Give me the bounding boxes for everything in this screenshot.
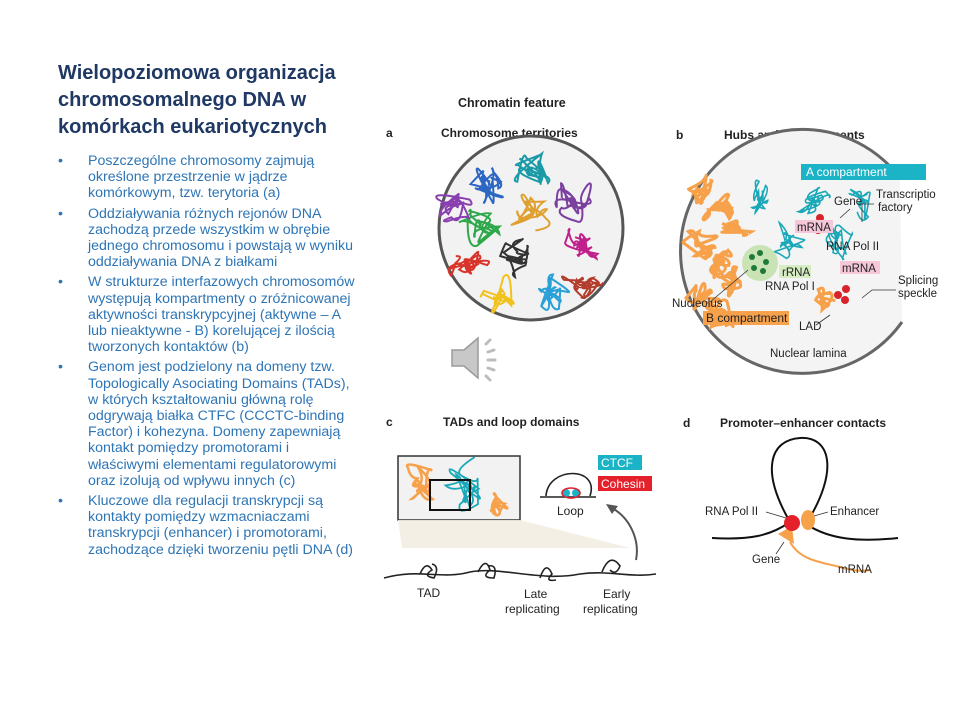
figure-header: Chromatin feature (458, 96, 566, 110)
d-gene-label: Gene (752, 554, 780, 566)
nucleolus-label: Nucleolus (672, 298, 723, 310)
a-compartment-label-bg (801, 164, 926, 180)
speckle-label: speckle (898, 288, 937, 300)
panel-c-title: TADs and loop domains (443, 415, 580, 429)
bullet-marker: • (58, 493, 63, 510)
panel-d-letter: d (683, 416, 690, 430)
mrna-left-label: mRNA (797, 222, 831, 234)
factory-label: factory (878, 202, 913, 214)
bullet-item: • Kluczowe dla regulacji transkrypcji są … (58, 493, 358, 558)
bullet-item: • W strukturze interfazowych chromosomów … (58, 274, 358, 355)
zoom-selection (429, 479, 471, 511)
transcription-label: Transcriptio (876, 189, 936, 201)
d-rna-pol-ii-label: RNA Pol II (705, 506, 758, 518)
bullet-marker: • (58, 274, 63, 291)
b-compartment-label-bg (703, 311, 789, 325)
late-label-1: Late (524, 587, 548, 601)
rrna-label: rRNA (782, 267, 810, 279)
slide-title: Wielopoziomowa organizacja chromosomalne… (58, 62, 336, 138)
ctcf-label-bg (598, 455, 642, 470)
bullet-marker: • (58, 205, 63, 222)
bullet-item: • Genom jest podzielony na domeny tzw. To… (58, 359, 358, 489)
bullet-text: Oddziaływania różnych rejonów DNA zachod… (88, 205, 353, 271)
panel-d-title: Promoter–enhancer contacts (720, 416, 886, 430)
nuclear-lamina-label: Nuclear lamina (770, 348, 847, 360)
dna-loop (711, 436, 899, 541)
bullet-marker: • (58, 359, 63, 376)
bullet-item: • Poszczególne chromosomy zajmują określo… (58, 153, 358, 202)
early-label-2: replicating (583, 602, 638, 616)
early-label-1: Early (603, 587, 630, 601)
panel-c: c TADs and loop domains CTCF Cohesin Loo… (383, 415, 657, 616)
tad-fiber (383, 569, 657, 579)
panel-b: b Hubs and compartments A compartment B … (672, 127, 938, 375)
splicing-label: Splicing (898, 275, 938, 287)
panel-d: d Promoter–enhancer contacts RNA Pol II … (683, 416, 899, 576)
gene-label: Gene (834, 196, 862, 208)
enhancer-blob (801, 510, 815, 530)
chromatin-figure: Chromatin feature a Chromosome territori… (383, 96, 938, 616)
mrna-strand (789, 541, 871, 572)
cohesin-label-bg (598, 476, 652, 491)
bullet-text: Genom jest podzielony na domeny tzw. Top… (88, 359, 350, 489)
panel-c-letter: c (386, 415, 393, 429)
d-mrna-label: mRNA (838, 564, 872, 576)
d-enhancer-label: Enhancer (830, 506, 879, 518)
bullet-item: • Oddziaływania różnych rejonów DNA zacho… (58, 206, 358, 271)
ctcf-label: CTCF (601, 456, 633, 470)
lad-label: LAD (799, 321, 821, 333)
loop-label: Loop (557, 504, 584, 518)
panel-a-letter: a (386, 126, 393, 140)
tad-label: TAD (417, 586, 440, 600)
panel-a: a Chromosome territories (386, 126, 625, 322)
loop-arrow (611, 507, 638, 561)
mrna-right-label: mRNA (842, 263, 876, 275)
bullet-list: • Poszczególne chromosomy zajmują określo… (58, 153, 358, 562)
speaker-icon[interactable] (448, 330, 510, 386)
b-compartment-label: B compartment (706, 311, 788, 325)
rna-pol-ii-blob (784, 515, 800, 531)
zoom-projection (398, 520, 630, 548)
a-compartment-label: A compartment (806, 165, 887, 179)
bullet-text: W strukturze interfazowych chromosomów w… (88, 274, 355, 356)
rna-pol-i-label: RNA Pol I (765, 281, 815, 293)
compartment-chromatin (681, 174, 871, 331)
bullet-text: Kluczowe dla regulacji transkrypcji są k… (88, 493, 353, 558)
panel-b-letter: b (676, 128, 683, 142)
nucleolus-blob (742, 245, 778, 281)
cohesin-label: Cohesin (601, 477, 645, 491)
bullet-marker: • (58, 153, 63, 169)
rna-pol-ii-label: RNA Pol II (826, 241, 879, 253)
bullet-text: Poszczególne chromosomy zajmują określon… (88, 153, 315, 202)
late-label-2: replicating (505, 602, 560, 616)
chromosome-territories (435, 150, 604, 314)
